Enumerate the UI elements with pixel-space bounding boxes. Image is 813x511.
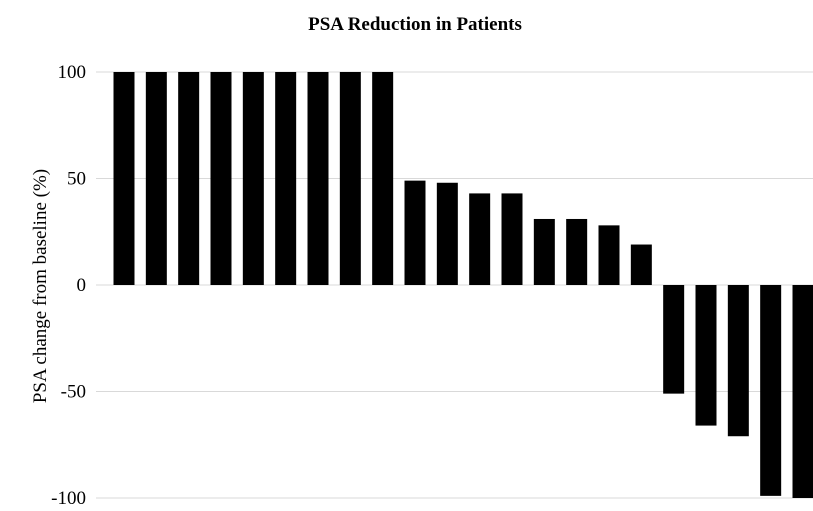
bar xyxy=(372,72,393,285)
bar xyxy=(502,193,523,285)
bar xyxy=(631,245,652,285)
bar xyxy=(340,72,361,285)
bar xyxy=(696,285,717,426)
chart-title: PSA Reduction in Patients xyxy=(308,14,522,35)
y-axis-label: PSA change from baseline (%) xyxy=(30,169,51,403)
bar xyxy=(211,72,232,285)
bar xyxy=(405,181,426,285)
y-tick-label: 50 xyxy=(67,169,86,190)
bar xyxy=(760,285,781,496)
bar xyxy=(275,72,296,285)
bar xyxy=(243,72,264,285)
bar xyxy=(566,219,587,285)
bar xyxy=(534,219,555,285)
bar xyxy=(437,183,458,285)
y-tick-label: 0 xyxy=(77,275,87,296)
bar xyxy=(178,72,199,285)
y-tick-label: -50 xyxy=(61,382,86,403)
bar xyxy=(663,285,684,394)
bar xyxy=(146,72,167,285)
bar xyxy=(599,225,620,285)
y-tick-label: 100 xyxy=(58,62,87,83)
bar xyxy=(469,193,490,285)
bar xyxy=(308,72,329,285)
bar xyxy=(728,285,749,436)
bar xyxy=(114,72,135,285)
bar xyxy=(793,285,813,498)
y-tick-label: -100 xyxy=(51,488,86,506)
y-tick-labels: 100 50 0 -50 -100 xyxy=(51,62,86,506)
